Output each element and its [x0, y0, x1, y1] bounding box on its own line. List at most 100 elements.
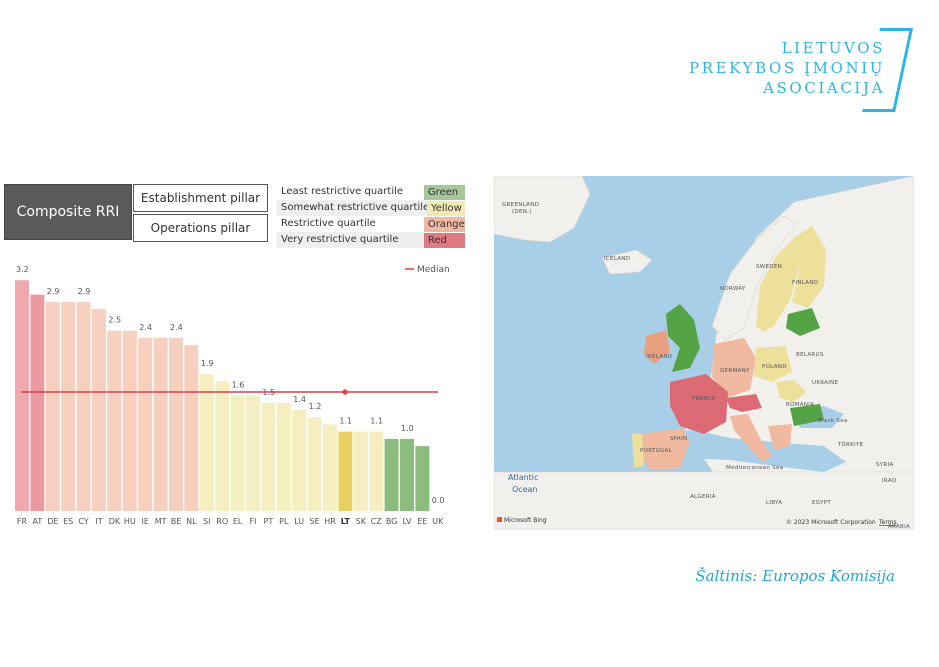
tick-label-mt: MT — [155, 517, 167, 526]
tick-label-es: ES — [63, 517, 73, 526]
quartile-label: Very restrictive quartile — [277, 232, 424, 248]
quartile-row-green: Least restrictive quartile Green — [277, 184, 465, 200]
logo: LIETUVOS PREKYBOS ĮMONIŲ ASOCIACIJA — [689, 38, 885, 98]
map-label-med-sea: Mediterranean Sea — [726, 465, 783, 471]
logo-line-3: ASOCIACIJA — [763, 79, 885, 97]
map-label-arabia: ARABIA — [888, 524, 910, 530]
map-label-ireland: IRELAND — [646, 354, 672, 360]
tick-label-hu: HU — [124, 517, 136, 526]
data-label-el: 1.6 — [232, 381, 245, 390]
bing-logo-icon — [497, 517, 502, 522]
bar-pl[interactable] — [276, 402, 291, 511]
bar-ee[interactable] — [415, 446, 430, 511]
tick-label-fi: FI — [250, 517, 257, 526]
bar-hr[interactable] — [323, 424, 337, 511]
map-label-ukraine: UKRAINE — [812, 380, 839, 386]
bar-lv[interactable] — [400, 438, 414, 511]
bar-sk[interactable] — [353, 431, 368, 511]
map-terms-link[interactable]: Terms — [878, 519, 897, 526]
data-label-ie: 2.4 — [139, 323, 152, 332]
ireland-shape — [644, 330, 670, 364]
bar-el[interactable] — [230, 395, 245, 511]
quartile-label: Least restrictive quartile — [281, 186, 404, 197]
tick-label-cy: CY — [78, 517, 88, 526]
portugal-shape — [632, 434, 644, 468]
data-label-pt: 1.5 — [262, 388, 275, 397]
map-label-poland: POLAND — [762, 364, 787, 370]
map-label-iraq: IRAQ — [882, 478, 897, 484]
hungary-romania-shape — [776, 380, 806, 402]
establishment-pillar-button[interactable]: Establishment pillar — [133, 184, 268, 212]
bulgaria-shape — [790, 404, 824, 426]
uk-shape — [666, 304, 700, 372]
map-label-romania: ROMANIA — [786, 402, 814, 408]
bar-pt[interactable] — [261, 402, 276, 511]
italy-shape — [730, 414, 772, 462]
tick-label-pt: PT — [264, 517, 274, 526]
bar-ro[interactable] — [215, 381, 230, 511]
quartile-swatch-yellow: Yellow — [427, 200, 465, 216]
bar-hu[interactable] — [122, 330, 137, 511]
germany-shape — [712, 338, 756, 398]
bar-ie[interactable] — [138, 337, 153, 511]
spain-shape — [640, 428, 690, 470]
data-labels-group: 3.2 2.9 2.9 2.5 2.4 2.4 1.9 1.6 1.5 1.41.2 1.1 1.1 1… — [16, 265, 445, 505]
tick-label-cz: CZ — [371, 517, 383, 526]
bar-at[interactable] — [30, 294, 45, 511]
poland-shape — [754, 346, 792, 382]
map-label-turkiye: TÜRKIYE — [837, 441, 864, 448]
bar-it[interactable] — [92, 309, 106, 511]
data-label-se: 1.2 — [309, 402, 322, 411]
operations-pillar-button[interactable]: Operations pillar — [133, 214, 268, 242]
quartile-swatch-red: Red — [423, 232, 465, 248]
bar-fr[interactable] — [15, 280, 29, 511]
median-group — [21, 389, 438, 395]
north-africa-land — [494, 471, 914, 530]
rri-bar-chart: 3.2 2.9 2.9 2.5 2.4 2.4 1.9 1.6 1.5 1.41.2 1.1 1.1 1… — [15, 265, 450, 526]
greece-shape — [768, 424, 792, 450]
quartile-row-yellow: Somewhat restrictive quartile Yellow — [277, 200, 465, 216]
tick-label-el: EL — [233, 517, 243, 526]
logo-line-2: PREKYBOS ĮMONIŲ — [689, 59, 885, 77]
source-caption: Šaltinis: Europos Komisija — [695, 567, 895, 585]
bar-de[interactable] — [45, 301, 60, 511]
map-label-sweden: SWEDEN — [756, 264, 782, 270]
tick-labels-group: FR AT DE ES CY IT DK HU IE MT BE NL SI RO EL FI PT PL LU SE… — [17, 517, 444, 526]
tick-label-pl: PL — [279, 517, 289, 526]
sweden-shape — [756, 238, 800, 332]
bar-cy[interactable] — [76, 301, 91, 511]
bar-lt[interactable] — [338, 431, 353, 511]
logo-line-1: LIETUVOS — [781, 39, 885, 57]
bar-si[interactable] — [199, 373, 214, 511]
map-label-germany: GERMANY — [720, 368, 750, 374]
tick-label-sk: SK — [356, 517, 367, 526]
map-credit-bing: Microsoft Bing — [504, 517, 547, 524]
quartile-row-orange: Restrictive quartile Orange — [277, 216, 465, 232]
composite-rri-button[interactable]: Composite RRI — [4, 184, 132, 240]
quartile-row-red: Very restrictive quartile Red — [277, 232, 465, 248]
europe-map[interactable]: GREENLAND (DEN.) ICELAND NORWAY SWEDEN F… — [494, 176, 914, 530]
tick-label-lv: LV — [402, 517, 412, 526]
quartile-swatch-green: Green — [423, 184, 465, 200]
bar-nl[interactable] — [184, 345, 199, 511]
tick-label-bg: BG — [386, 517, 398, 526]
map-label-greenland-sub: (DEN.) — [512, 209, 532, 215]
bar-bg[interactable] — [384, 438, 399, 511]
bar-mt[interactable] — [153, 337, 168, 511]
bar-fi[interactable] — [246, 395, 260, 511]
map-label-greenland: GREENLAND — [502, 202, 539, 208]
tick-label-ie: IE — [141, 517, 148, 526]
median-marker — [342, 389, 348, 395]
tick-label-lu: LU — [294, 517, 304, 526]
bar-cz[interactable] — [369, 431, 384, 511]
tick-label-fr: FR — [17, 517, 28, 526]
quartile-label: Restrictive quartile — [281, 218, 376, 229]
bar-dk[interactable] — [107, 330, 122, 511]
data-label-be: 2.4 — [170, 323, 183, 332]
quartile-swatch-orange: Orange — [423, 216, 465, 232]
bar-se[interactable] — [307, 417, 322, 511]
bar-es[interactable] — [61, 301, 76, 511]
bar-be[interactable] — [169, 337, 183, 511]
data-label-dk: 2.5 — [108, 316, 121, 325]
bar-lu[interactable] — [292, 410, 307, 511]
